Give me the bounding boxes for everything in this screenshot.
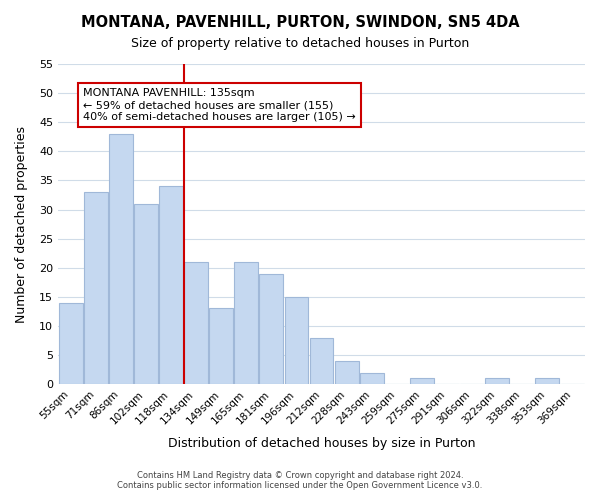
Text: Size of property relative to detached houses in Purton: Size of property relative to detached ho… [131,38,469,51]
Text: MONTANA PAVENHILL: 135sqm
← 59% of detached houses are smaller (155)
40% of semi: MONTANA PAVENHILL: 135sqm ← 59% of detac… [83,88,356,122]
Bar [310,338,334,384]
Bar [235,262,258,384]
Bar [259,274,283,384]
Bar [410,378,434,384]
Bar [59,302,83,384]
Text: Contains HM Land Registry data © Crown copyright and database right 2024.
Contai: Contains HM Land Registry data © Crown c… [118,470,482,490]
Bar [159,186,183,384]
Bar [535,378,559,384]
Bar [109,134,133,384]
Bar [360,372,383,384]
Text: MONTANA, PAVENHILL, PURTON, SWINDON, SN5 4DA: MONTANA, PAVENHILL, PURTON, SWINDON, SN5… [80,15,520,30]
Y-axis label: Number of detached properties: Number of detached properties [15,126,28,322]
Bar [335,361,359,384]
Bar [84,192,107,384]
Bar [284,297,308,384]
Bar [485,378,509,384]
Bar [134,204,158,384]
Bar [209,308,233,384]
Bar [184,262,208,384]
X-axis label: Distribution of detached houses by size in Purton: Distribution of detached houses by size … [168,437,475,450]
